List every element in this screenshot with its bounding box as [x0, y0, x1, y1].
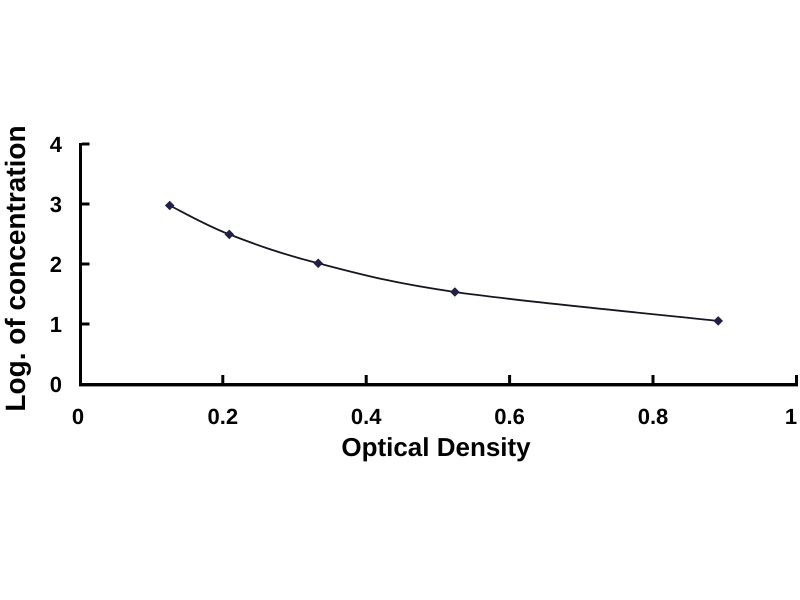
svg-text:0.2: 0.2: [208, 404, 239, 429]
svg-text:0.6: 0.6: [494, 404, 525, 429]
svg-text:0: 0: [72, 404, 84, 429]
svg-text:Optical Density: Optical Density: [341, 432, 531, 462]
svg-text:0.4: 0.4: [351, 404, 382, 429]
svg-text:1: 1: [785, 404, 797, 429]
svg-text:1: 1: [50, 312, 62, 337]
svg-text:4: 4: [50, 132, 63, 157]
svg-text:Log. of concentration: Log. of concentration: [0, 125, 31, 411]
svg-text:0.8: 0.8: [638, 404, 669, 429]
svg-text:2: 2: [50, 252, 62, 277]
svg-text:3: 3: [50, 192, 62, 217]
svg-text:0: 0: [50, 372, 62, 397]
